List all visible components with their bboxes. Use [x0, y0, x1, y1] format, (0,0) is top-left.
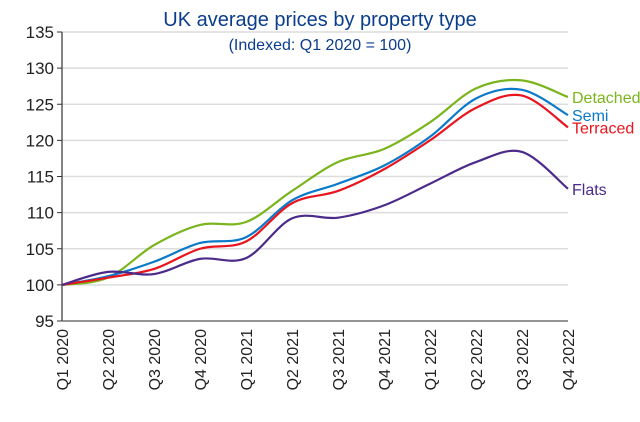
chart-title: UK average prices by property type: [163, 9, 477, 31]
x-tick-label: Q3 2022: [515, 329, 532, 390]
chart-subtitle: (Indexed: Q1 2020 = 100): [229, 37, 412, 54]
y-tick-label: 105: [26, 240, 54, 259]
y-tick-label: 120: [26, 131, 54, 150]
x-tick-label: Q3 2021: [331, 329, 348, 390]
x-tick-label: Q4 2021: [377, 329, 394, 390]
x-tick-label: Q1 2020: [55, 329, 72, 390]
x-tick-label: Q4 2020: [193, 329, 210, 390]
x-tick-label: Q3 2020: [147, 329, 164, 390]
x-tick-label: Q1 2022: [423, 329, 440, 390]
series-label-flats: Flats: [572, 182, 607, 199]
series-label-terraced: Terraced: [572, 120, 634, 137]
y-axis: 95 100 105 110 115 120 125 130 135: [26, 23, 63, 331]
y-tick-label: 135: [26, 23, 54, 42]
x-tick-label: Q4 2022: [561, 329, 578, 390]
y-tick-label: 95: [35, 312, 54, 331]
y-tick-label: 125: [26, 95, 54, 114]
series-line-flats: [61, 149, 569, 286]
y-tick-label: 115: [27, 168, 54, 187]
gridlines: [62, 31, 568, 286]
x-axis: Q1 2020 Q2 2020 Q3 2020 Q4 2020 Q1 2021 Q2 20…: [55, 320, 578, 390]
series-line-semi: [61, 87, 569, 286]
x-tick-label: Q2 2022: [469, 329, 486, 390]
series-lines: [61, 78, 569, 286]
series-label-detached: Detached: [572, 90, 640, 107]
series-line-detached: [61, 78, 569, 286]
x-tick-label: Q1 2021: [239, 329, 256, 390]
y-tick-label: 100: [26, 276, 54, 295]
x-tick-label: Q2 2021: [285, 329, 302, 390]
series-label-semi: Semi: [572, 108, 608, 125]
y-tick-label: 110: [27, 204, 54, 223]
series-line-terraced: [61, 93, 569, 286]
x-tick-label: Q2 2020: [101, 329, 118, 390]
y-tick-label: 130: [26, 59, 54, 78]
